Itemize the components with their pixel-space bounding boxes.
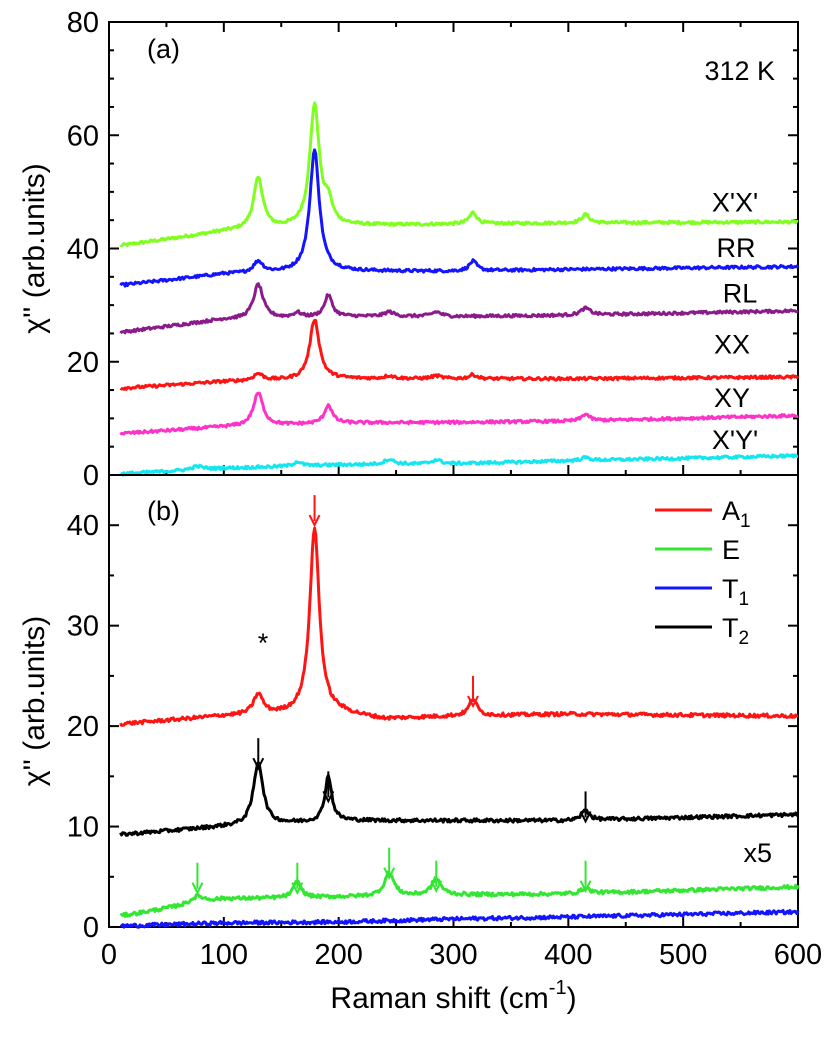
panel-b-xtick-label: 600 [774,939,822,971]
panel-a-ytick-label: 80 [67,7,99,39]
x-axis-title-main: Raman shift (cm [330,982,548,1015]
panel-a-ytick-label: 40 [67,234,99,266]
panel-b-xtick-label: 300 [429,939,477,971]
legend-label-subscript: 1 [739,589,750,610]
panel-b-ytick-label: 0 [83,912,99,944]
panel-b-frame [108,474,799,928]
peak-arrow-head [322,790,335,804]
panel-a-frame [108,21,799,476]
panel-b-series-e [119,870,800,918]
panel-a-series-label: RR [717,233,756,263]
panel-b-ytick-label: 40 [67,510,99,542]
panel-b-xtick-label: 0 [101,939,117,971]
peak-arrow-head [579,880,592,893]
panel-a-series-label: RL [723,278,758,308]
legend-label: T1 [722,574,749,610]
x-axis-title-superscript: -1 [549,977,567,999]
panel-a-series-label: X'Y' [712,425,758,455]
temperature-annotation: 312 K [704,56,775,86]
panel-a-ticks: 0 20 40 60 80 [67,7,799,492]
panel-b-series-t1 [119,909,800,929]
peak-arrow-head [383,867,396,880]
panel-b-ytick-label: 30 [67,611,99,643]
panel-a-y-axis-title: χ'' (arb.units) [18,163,51,334]
panel-a-ytick-label: 60 [67,120,99,152]
legend-label-subscript: 2 [739,628,750,649]
panel-b-xtick-label: 500 [659,939,707,971]
legend-label: T2 [722,613,749,649]
scale-annotation: x5 [743,838,772,868]
star-annotation: * [258,628,269,658]
panel-a-ytick-label: 20 [67,347,99,379]
panel-a-series-xx [119,318,800,391]
panel-a-series-xpyp [119,453,799,477]
panel-a-series [119,101,800,477]
legend-label: E [722,535,740,565]
panel-b-peak-arrows [191,495,592,895]
panel-b-xtick-label: 200 [314,939,362,971]
panel-b-y-axis-title: χ'' (arb.units) [18,616,51,787]
peak-arrow-head [252,757,265,771]
legend-label: A1 [722,496,751,532]
panel-b-series [119,526,800,929]
panel-a-ytick-label: 0 [83,460,99,492]
peak-arrow-head [430,880,443,893]
panel-b-ytick-label: 10 [67,812,99,844]
panel-a-series-rl [119,282,799,335]
panel-a-series-labels: X'X' RR RL XX XY X'Y' [712,188,758,455]
peak-arrow-head [467,695,479,709]
peak-arrow-head [579,810,592,824]
panel-a-series-xy [119,391,799,436]
panel-a-series-label: XY [714,383,750,413]
panel-a-series-rr [119,148,800,288]
panel-b-series-a1 [119,526,799,727]
panel-b-xtick-label: 100 [200,939,248,971]
panel-b-series-t2 [119,761,799,837]
panel-b-xtick-label: 400 [544,939,592,971]
peak-arrow-head [308,514,321,528]
x-axis-title: Raman shift (cm-1) [330,977,576,1015]
peak-arrow-head [291,882,304,895]
panel-a-series-label: X'X' [712,188,758,218]
panel-a-label: (a) [147,34,180,64]
x-axis-title-end: ) [567,982,577,1015]
panel-b-label: (b) [147,496,180,526]
panel-b-ytick-label: 20 [67,711,99,743]
panel-a-series-label: XX [714,329,750,359]
panel-a-series-xpxp [119,101,799,248]
peak-arrow-head [191,882,204,895]
legend-label-subscript: 1 [740,511,751,532]
